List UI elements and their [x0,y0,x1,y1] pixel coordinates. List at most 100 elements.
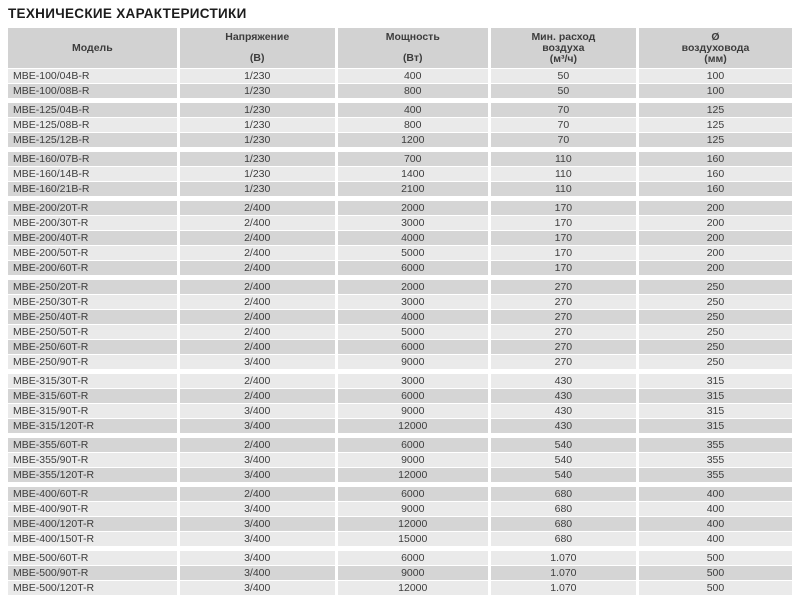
cell-power: 9000 [337,355,488,369]
cell-airflow: 110 [490,182,636,196]
cell-model: MBE-100/08B-R [8,84,177,98]
cell-airflow: 540 [490,453,636,467]
cell-diameter: 125 [638,103,792,117]
cell-model: MBE-400/90T-R [8,502,177,516]
cell-diameter: 160 [638,152,792,166]
table-row: MBE-355/90T-R 3/400 9000 540 355 [8,453,792,467]
spec-table: Модель Напряжение (В) Мощность (Вт) Мин. расх… [8,28,792,595]
cell-airflow: 170 [490,246,636,260]
cell-diameter: 200 [638,216,792,230]
cell-model: MBE-315/120T-R [8,419,177,433]
cell-power: 9000 [337,502,488,516]
cell-model: MBE-200/40T-R [8,231,177,245]
cell-power: 3000 [337,216,488,230]
cell-diameter: 160 [638,182,792,196]
table-row: MBE-315/30T-R 2/400 3000 430 315 [8,374,792,388]
cell-diameter: 100 [638,69,792,83]
table-row: MBE-400/90T-R 3/400 9000 680 400 [8,502,792,516]
cell-airflow: 170 [490,231,636,245]
cell-model: MBE-400/60T-R [8,487,177,501]
cell-power: 9000 [337,453,488,467]
cell-diameter: 500 [638,566,792,580]
cell-airflow: 270 [490,325,636,339]
cell-voltage: 3/400 [179,532,335,546]
cell-model: MBE-100/04B-R [8,69,177,83]
cell-voltage: 2/400 [179,201,335,215]
cell-voltage: 3/400 [179,566,335,580]
cell-diameter: 250 [638,340,792,354]
table-row: MBE-160/14B-R 1/230 1400 110 160 [8,167,792,181]
cell-diameter: 400 [638,487,792,501]
cell-power: 12000 [337,517,488,531]
cell-power: 5000 [337,246,488,260]
table-row: MBE-315/60T-R 2/400 6000 430 315 [8,389,792,403]
cell-power: 1200 [337,133,488,147]
column-label: Модель [72,41,113,54]
cell-airflow: 430 [490,404,636,418]
table-row: MBE-200/40T-R 2/400 4000 170 200 [8,231,792,245]
table-row: MBE-200/60T-R 2/400 6000 170 200 [8,261,792,275]
cell-voltage: 1/230 [179,152,335,166]
cell-airflow: 430 [490,419,636,433]
cell-power: 400 [337,103,488,117]
cell-voltage: 2/400 [179,310,335,324]
spec-table-body: MBE-100/04B-R 1/230 400 50 100 MBE-100/08B-R 1… [8,69,792,595]
cell-power: 800 [337,118,488,132]
cell-voltage: 3/400 [179,551,335,565]
cell-diameter: 125 [638,133,792,147]
cell-voltage: 1/230 [179,118,335,132]
column-label: Напряжение [225,31,290,43]
table-row: MBE-500/60T-R 3/400 6000 1.070 500 [8,551,792,565]
cell-voltage: 3/400 [179,581,335,595]
column-header-power: Мощность (Вт) [337,28,488,68]
cell-power: 6000 [337,487,488,501]
cell-model: MBE-250/30T-R [8,295,177,309]
cell-model: MBE-250/40T-R [8,310,177,324]
table-row: MBE-400/120T-R 3/400 12000 680 400 [8,517,792,531]
cell-diameter: 160 [638,167,792,181]
cell-model: MBE-250/50T-R [8,325,177,339]
cell-diameter: 400 [638,517,792,531]
cell-power: 400 [337,69,488,83]
cell-voltage: 2/400 [179,280,335,294]
cell-airflow: 170 [490,216,636,230]
spec-table-header: Модель Напряжение (В) Мощность (Вт) Мин. расх… [8,28,792,68]
cell-model: MBE-160/14B-R [8,167,177,181]
cell-airflow: 1.070 [490,551,636,565]
cell-power: 12000 [337,468,488,482]
cell-airflow: 680 [490,532,636,546]
cell-model: MBE-250/90T-R [8,355,177,369]
table-row: MBE-160/21B-R 1/230 2100 110 160 [8,182,792,196]
cell-airflow: 270 [490,280,636,294]
cell-power: 6000 [337,340,488,354]
cell-power: 2000 [337,280,488,294]
table-row: MBE-500/120T-R 3/400 12000 1.070 500 [8,581,792,595]
cell-airflow: 110 [490,152,636,166]
cell-diameter: 200 [638,201,792,215]
cell-diameter: 500 [638,581,792,595]
cell-voltage: 2/400 [179,389,335,403]
table-row: MBE-160/07B-R 1/230 700 110 160 [8,152,792,166]
cell-voltage: 2/400 [179,216,335,230]
cell-airflow: 540 [490,468,636,482]
cell-airflow: 70 [490,103,636,117]
cell-model: MBE-400/150T-R [8,532,177,546]
cell-model: MBE-250/20T-R [8,280,177,294]
cell-power: 3000 [337,374,488,388]
cell-diameter: 315 [638,419,792,433]
cell-voltage: 1/230 [179,167,335,181]
cell-diameter: 315 [638,374,792,388]
cell-model: MBE-315/60T-R [8,389,177,403]
table-row: MBE-315/120T-R 3/400 12000 430 315 [8,419,792,433]
table-row: MBE-250/20T-R 2/400 2000 270 250 [8,280,792,294]
cell-voltage: 2/400 [179,261,335,275]
cell-voltage: 2/400 [179,487,335,501]
cell-model: MBE-500/60T-R [8,551,177,565]
cell-diameter: 200 [638,231,792,245]
cell-voltage: 2/400 [179,325,335,339]
cell-power: 9000 [337,566,488,580]
cell-diameter: 250 [638,310,792,324]
column-unit: (м³/ч) [549,53,578,65]
cell-voltage: 1/230 [179,69,335,83]
